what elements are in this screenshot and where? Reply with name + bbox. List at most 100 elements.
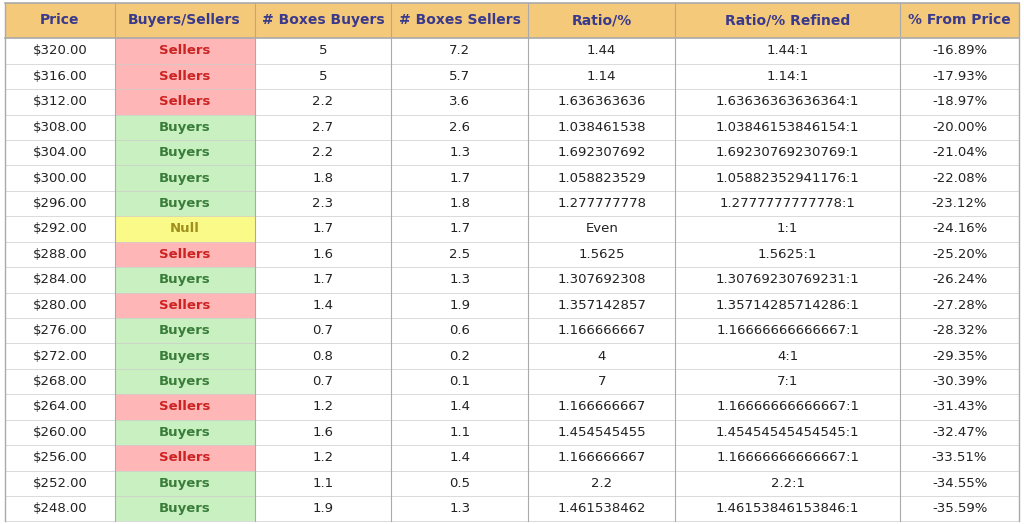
Text: 0.1: 0.1 — [450, 375, 470, 388]
Text: $304.00: $304.00 — [33, 146, 87, 159]
Text: 1.03846153846154:1: 1.03846153846154:1 — [716, 121, 859, 134]
Bar — [900, 3, 1019, 38]
Text: -34.55%: -34.55% — [932, 477, 987, 490]
Text: 1.058823529: 1.058823529 — [557, 171, 646, 184]
Text: 1.46153846153846:1: 1.46153846153846:1 — [716, 502, 859, 515]
Text: 5: 5 — [318, 70, 328, 83]
Bar — [115, 38, 255, 63]
Text: $316.00: $316.00 — [33, 70, 87, 83]
Bar — [115, 3, 255, 38]
Text: 1.357142857: 1.357142857 — [557, 299, 646, 312]
Bar — [5, 191, 115, 216]
Text: -33.51%: -33.51% — [932, 451, 987, 464]
Text: 1.7: 1.7 — [312, 274, 334, 286]
Text: # Boxes Buyers: # Boxes Buyers — [261, 14, 384, 27]
Bar — [391, 292, 528, 318]
Bar — [5, 89, 115, 115]
Bar — [5, 3, 115, 38]
Bar — [115, 394, 255, 420]
Bar — [391, 343, 528, 369]
Bar — [675, 63, 900, 89]
Bar — [255, 318, 391, 343]
Bar — [675, 89, 900, 115]
Bar — [391, 318, 528, 343]
Bar — [528, 115, 675, 140]
Text: # Boxes Sellers: # Boxes Sellers — [399, 14, 521, 27]
Bar — [528, 140, 675, 166]
Text: 1.636363636: 1.636363636 — [557, 95, 646, 108]
Text: $280.00: $280.00 — [33, 299, 87, 312]
Bar — [255, 471, 391, 496]
Text: 1.4: 1.4 — [312, 299, 334, 312]
Text: 1.038461538: 1.038461538 — [557, 121, 646, 134]
Bar — [391, 267, 528, 292]
Text: 1.16666666666667:1: 1.16666666666667:1 — [716, 324, 859, 337]
Bar — [391, 89, 528, 115]
Text: Buyers: Buyers — [159, 324, 210, 337]
Text: 1.9: 1.9 — [312, 502, 334, 515]
Bar — [528, 318, 675, 343]
Text: 5.7: 5.7 — [450, 70, 470, 83]
Text: 1.16666666666667:1: 1.16666666666667:1 — [716, 451, 859, 464]
Text: -26.24%: -26.24% — [932, 274, 987, 286]
Text: 1.8: 1.8 — [450, 197, 470, 210]
Bar — [900, 343, 1019, 369]
Bar — [115, 115, 255, 140]
Bar — [5, 140, 115, 166]
Text: 7:1: 7:1 — [777, 375, 799, 388]
Text: $276.00: $276.00 — [33, 324, 87, 337]
Bar — [675, 292, 900, 318]
Bar — [5, 445, 115, 471]
Text: -27.28%: -27.28% — [932, 299, 987, 312]
Text: 1.35714285714286:1: 1.35714285714286:1 — [716, 299, 860, 312]
Text: 1:1: 1:1 — [777, 223, 799, 235]
Bar — [391, 3, 528, 38]
Text: $288.00: $288.00 — [33, 248, 87, 261]
Text: -17.93%: -17.93% — [932, 70, 987, 83]
Text: 1.16666666666667:1: 1.16666666666667:1 — [716, 400, 859, 413]
Bar — [115, 267, 255, 292]
Bar — [391, 394, 528, 420]
Text: $268.00: $268.00 — [33, 375, 87, 388]
Text: 4: 4 — [598, 350, 606, 363]
Bar — [528, 369, 675, 394]
Text: 2.6: 2.6 — [450, 121, 470, 134]
Text: $308.00: $308.00 — [33, 121, 87, 134]
Text: -22.08%: -22.08% — [932, 171, 987, 184]
Bar — [391, 242, 528, 267]
Text: 1.6: 1.6 — [312, 248, 334, 261]
Bar — [115, 496, 255, 521]
Bar — [255, 166, 391, 191]
Text: 0.2: 0.2 — [450, 350, 470, 363]
Text: 1.44:1: 1.44:1 — [767, 45, 809, 58]
Text: Ratio/%: Ratio/% — [571, 14, 632, 27]
Text: 2.2: 2.2 — [312, 146, 334, 159]
Text: Sellers: Sellers — [159, 95, 210, 108]
Text: $256.00: $256.00 — [33, 451, 87, 464]
Text: 0.7: 0.7 — [312, 375, 334, 388]
Bar — [900, 267, 1019, 292]
Bar — [391, 496, 528, 521]
Bar — [675, 471, 900, 496]
Text: 1.3: 1.3 — [450, 502, 470, 515]
Text: -16.89%: -16.89% — [932, 45, 987, 58]
Text: 1.166666667: 1.166666667 — [558, 400, 646, 413]
Bar — [5, 420, 115, 445]
Bar — [528, 267, 675, 292]
Bar — [900, 191, 1019, 216]
Text: 4:1: 4:1 — [777, 350, 799, 363]
Text: Buyers: Buyers — [159, 477, 210, 490]
Text: 1.05882352941176:1: 1.05882352941176:1 — [716, 171, 859, 184]
Bar — [675, 394, 900, 420]
Bar — [900, 369, 1019, 394]
Bar — [675, 140, 900, 166]
Bar — [675, 369, 900, 394]
Bar — [675, 496, 900, 521]
Bar — [115, 216, 255, 242]
Text: Sellers: Sellers — [159, 451, 210, 464]
Bar — [675, 191, 900, 216]
Text: 1.166666667: 1.166666667 — [558, 451, 646, 464]
Text: 1.45454545454545:1: 1.45454545454545:1 — [716, 426, 859, 439]
Text: -18.97%: -18.97% — [932, 95, 987, 108]
Text: Buyers: Buyers — [159, 426, 210, 439]
